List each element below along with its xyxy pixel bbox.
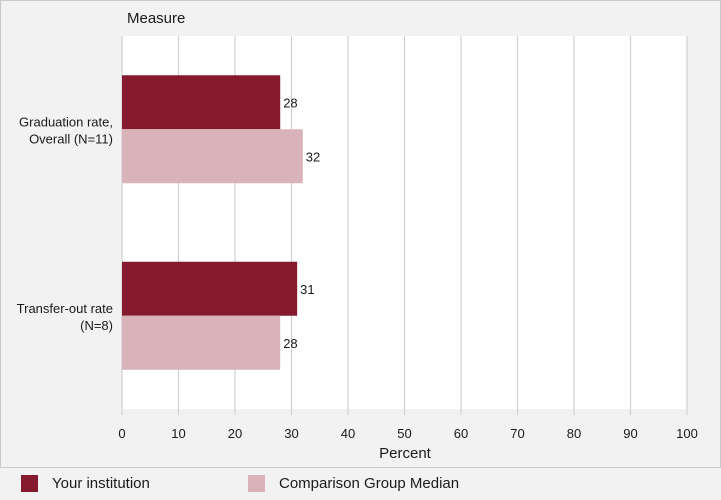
x-axis-title: Percent (379, 445, 432, 462)
x-tick-label: 30 (284, 426, 298, 441)
x-tick-label: 10 (171, 426, 185, 441)
legend-label: Comparison Group Median (279, 475, 460, 492)
legend-swatch-comparison-group-median (248, 475, 265, 492)
x-tick-labels: 0 10 20 30 40 50 60 70 80 90 100 (118, 426, 697, 441)
x-tick-label: 70 (510, 426, 524, 441)
x-tick-label: 0 (118, 426, 125, 441)
category-label: Transfer-out rate (N=8) (17, 301, 113, 333)
x-tick-label: 100 (676, 426, 698, 441)
bar (122, 129, 303, 184)
x-tick-label: 20 (228, 426, 242, 441)
bar (122, 261, 298, 316)
data-label: 32 (306, 149, 320, 164)
bar (122, 315, 281, 370)
x-tick-label: 50 (397, 426, 411, 441)
legend-item-comparison-group-median: Comparison Group Median (248, 475, 459, 492)
category-axis-title: Measure (127, 10, 185, 27)
x-tick-label: 80 (567, 426, 581, 441)
data-label: 28 (283, 336, 297, 351)
category-labels: Graduation rate, Overall (N=11) Transfer-o… (17, 114, 113, 333)
x-tick-label: 40 (341, 426, 355, 441)
bar-chart: Measure 28 32 31 28 Graduation rate, Overall… (17, 10, 698, 462)
data-label: 31 (300, 282, 314, 297)
legend-swatch-your-institution (21, 475, 38, 492)
bars (122, 75, 303, 370)
legend: Your institution Comparison Group Median (0, 467, 721, 500)
legend-item-your-institution: Your institution (21, 475, 150, 492)
legend-label: Your institution (52, 475, 150, 492)
bar (122, 75, 281, 130)
category-label: Graduation rate, Overall (N=11) (19, 114, 113, 146)
data-labels: 28 32 31 28 (283, 95, 320, 351)
x-tick-label: 90 (623, 426, 637, 441)
x-tick-label: 60 (454, 426, 468, 441)
data-label: 28 (283, 95, 297, 110)
